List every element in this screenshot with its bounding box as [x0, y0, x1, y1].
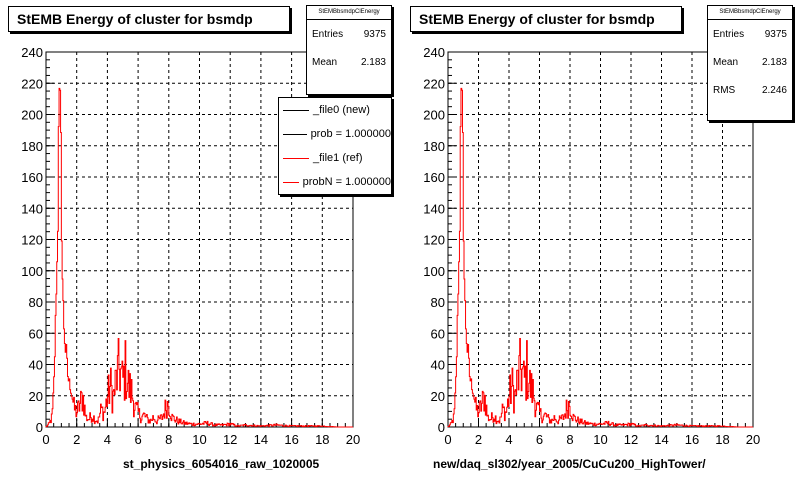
- left-stats-mean-value: 2.183: [360, 56, 386, 68]
- left-y-tick-label: 0: [36, 420, 43, 435]
- right-stats-entries-value: 9375: [764, 28, 787, 40]
- right-y-tick-label: 80: [431, 295, 445, 310]
- right-x-tick-label: 6: [536, 432, 543, 447]
- right-chart-title-text: StEMB Energy of cluster for bsmdp: [419, 11, 655, 27]
- right-stats-rms-label: RMS: [713, 84, 736, 96]
- right-x-tick-label: 2: [475, 432, 482, 447]
- left-stats-entries: Entries 9375: [307, 20, 391, 48]
- left-y-tick-label: 220: [21, 76, 43, 91]
- legend-line-file0: [283, 109, 309, 111]
- right-x-tick-label: 0: [444, 432, 451, 447]
- left-y-tick-label: 100: [21, 264, 43, 279]
- left-chart-title-text: StEMB Energy of cluster for bsmdp: [17, 11, 253, 27]
- right-stats-mean-value: 2.183: [761, 56, 787, 68]
- left-stats-header: StEMBbsmdpClEnergy: [307, 6, 391, 20]
- legend-label-probn: probN = 1.000000: [302, 176, 391, 188]
- left-y-tick-label: 80: [29, 295, 43, 310]
- left-y-tick-label: 180: [21, 139, 43, 154]
- left-x-tick-label: 8: [165, 432, 172, 447]
- legend-label-file0: _file0 (new): [313, 104, 370, 116]
- left-x-tick-label: 2: [73, 432, 80, 447]
- left-x-tick-label: 0: [42, 432, 49, 447]
- right-y-tick-label: 40: [431, 358, 445, 373]
- left-x-tick-label: 4: [104, 432, 111, 447]
- left-stats-box: StEMBbsmdpClEnergy Entries 9375 Mean 2.1…: [306, 5, 392, 95]
- left-x-tick-label: 18: [315, 432, 329, 447]
- legend-label-prob: prob = 1.000000: [310, 128, 391, 140]
- left-stats-mean-label: Mean: [312, 56, 338, 68]
- legend-entry-file1: _file1 (ref): [279, 146, 391, 170]
- right-stats-box: StEMBbsmdpClEnergy Entries 9375 Mean 2.1…: [707, 5, 793, 121]
- right-stats-mean-label: Mean: [713, 56, 739, 68]
- left-x-tick-label: 16: [284, 432, 298, 447]
- legend-entry-probn: probN = 1.000000: [279, 170, 391, 194]
- right-stats-rms-value: 2.246: [761, 84, 787, 96]
- right-y-tick-label: 160: [423, 170, 445, 185]
- left-y-tick-label: 200: [21, 108, 43, 123]
- right-x-tick-label: 18: [715, 432, 729, 447]
- legend-line-file1: [283, 157, 309, 159]
- right-y-tick-label: 60: [431, 326, 445, 341]
- left-y-tick-label: 120: [21, 233, 43, 248]
- right-y-tick-label: 0: [438, 420, 445, 435]
- right-x-tick-label: 16: [685, 432, 699, 447]
- left-x-tick-label: 20: [346, 432, 360, 447]
- legend-line-prob: [283, 133, 307, 135]
- left-y-tick-label: 20: [29, 389, 43, 404]
- left-x-tick-label: 6: [134, 432, 141, 447]
- left-y-tick-label: 240: [21, 45, 43, 60]
- right-y-tick-label: 120: [423, 233, 445, 248]
- legend-label-file1: _file1 (ref): [313, 152, 363, 164]
- left-y-tick-label: 40: [29, 358, 43, 373]
- right-stats-entries-label: Entries: [713, 28, 745, 40]
- left-x-axis-title: st_physics_6054016_raw_1020005: [123, 457, 320, 471]
- left-y-tick-label: 60: [29, 326, 43, 341]
- right-y-tick-label: 200: [423, 108, 445, 123]
- left-y-tick-label: 160: [21, 170, 43, 185]
- left-stats-entries-value: 9375: [363, 28, 386, 40]
- right-y-tick-label: 220: [423, 76, 445, 91]
- right-x-tick-label: 8: [566, 432, 573, 447]
- left-x-tick-label: 12: [223, 432, 237, 447]
- right-y-tick-label: 140: [423, 201, 445, 216]
- left-stats-mean: Mean 2.183: [307, 48, 391, 76]
- left-x-tick-label: 14: [254, 432, 268, 447]
- right-histogram-line: [447, 87, 753, 428]
- right-stats-header: StEMBbsmdpClEnergy: [708, 6, 792, 20]
- left-histogram-line: [45, 87, 353, 428]
- right-x-tick-label: 14: [654, 432, 668, 447]
- right-x-axis-title: new/daq_sl302/year_2005/CuCu200_HighTowe…: [433, 457, 706, 471]
- right-x-tick-label: 20: [746, 432, 760, 447]
- right-chart-title: StEMB Energy of cluster for bsmdp: [410, 6, 682, 32]
- right-y-tick-label: 180: [423, 139, 445, 154]
- right-x-tick-label: 10: [593, 432, 607, 447]
- left-y-tick-label: 140: [21, 201, 43, 216]
- left-stats-entries-label: Entries: [312, 28, 344, 40]
- right-stats-mean: Mean 2.183: [708, 48, 792, 76]
- left-legend: _file0 (new) prob = 1.000000 _file1 (ref…: [278, 97, 392, 195]
- legend-entry-prob: prob = 1.000000: [279, 122, 391, 146]
- right-x-tick-label: 4: [505, 432, 512, 447]
- legend-entry-file0: _file0 (new): [279, 98, 391, 122]
- left-x-tick-label: 10: [192, 432, 206, 447]
- right-stats-entries: Entries 9375: [708, 20, 792, 48]
- right-y-tick-label: 20: [431, 389, 445, 404]
- right-y-tick-label: 240: [423, 45, 445, 60]
- right-x-tick-label: 12: [624, 432, 638, 447]
- legend-line-probn: [283, 181, 299, 183]
- right-y-tick-label: 100: [423, 264, 445, 279]
- left-chart-title: StEMB Energy of cluster for bsmdp: [8, 6, 290, 32]
- right-stats-rms: RMS 2.246: [708, 76, 792, 104]
